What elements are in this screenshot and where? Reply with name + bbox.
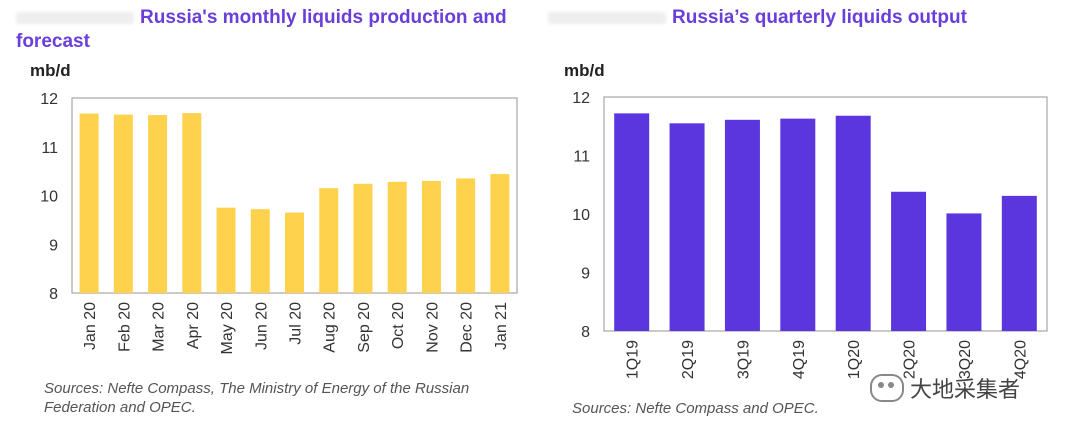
bar: [421, 180, 441, 293]
x-tick-label: 3Q20: [957, 340, 974, 379]
y-tick-label: 8: [581, 324, 590, 341]
chart-title-right: Russia’s quarterly liquids output: [548, 6, 1028, 30]
bar: [780, 118, 816, 332]
x-tick-label: Jul 20: [288, 302, 305, 345]
y-tick-label: 11: [573, 149, 590, 166]
x-tick-label: Mar 20: [151, 302, 168, 352]
x-tick-label: Dec 20: [459, 302, 476, 353]
y-tick-label: 10: [572, 207, 590, 224]
x-tick-label: Apr 20: [185, 302, 202, 349]
blurred-figure-label: [548, 11, 666, 24]
x-tick-label: Jan 21: [493, 302, 510, 350]
bar: [250, 209, 270, 293]
bar: [113, 114, 133, 293]
x-tick-label: 2Q20: [902, 340, 919, 379]
x-tick-label: Nov 20: [424, 302, 441, 353]
y-tick-label: 10: [40, 189, 58, 206]
y-tick-label: 12: [40, 91, 58, 108]
bar: [891, 191, 927, 331]
bar: [182, 113, 202, 293]
x-tick-label: 2Q19: [680, 340, 697, 379]
bar: [724, 119, 760, 331]
y-tick-label: 9: [49, 237, 58, 254]
x-tick-label: 1Q20: [846, 340, 863, 379]
source-note-right: Sources: Nefte Compass and OPEC.: [572, 400, 819, 417]
bar: [614, 113, 650, 331]
bar: [946, 213, 982, 331]
y-tick-label: 9: [581, 266, 590, 283]
bar: [456, 178, 476, 293]
chart-title-text: Russia’s quarterly liquids output: [672, 7, 967, 28]
y-tick-label: 11: [41, 140, 58, 157]
x-tick-label: 4Q19: [791, 340, 808, 379]
chart-monthly: 8 9 10 11 12 Jan 20 Feb 20 Mar 20 Apr 20 May 20 Ju…: [40, 91, 518, 355]
chart-quarterly: 8 9 10 11 12 1Q19 2Q19 3Q19 4Q19 1Q20 2Q20 3Q20 4Q20: [572, 90, 1048, 379]
bar: [1001, 195, 1037, 331]
bar: [490, 174, 510, 293]
x-tick-label: Oct 20: [390, 302, 407, 349]
plot-frame: [603, 96, 1048, 332]
y-axis-unit-right: mb/d: [564, 61, 605, 80]
y-tick-label: 12: [572, 90, 590, 107]
x-tick-label: Sep 20: [356, 302, 373, 353]
y-tick-label: 8: [49, 286, 58, 303]
wechat-icon: [870, 374, 904, 402]
x-tick-label: Feb 20: [116, 302, 133, 352]
x-tick-label: 3Q19: [735, 340, 752, 379]
chart-title-left: Russia's monthly liquids production and …: [16, 6, 516, 54]
bar: [835, 115, 871, 331]
x-tick-label: Jan 20: [82, 302, 99, 350]
bar: [319, 188, 339, 293]
bar: [216, 207, 236, 293]
bar: [353, 183, 373, 293]
bar: [148, 115, 168, 293]
bar: [285, 212, 304, 293]
y-axis-unit-left: mb/d: [30, 61, 71, 80]
x-tick-label: May 20: [219, 302, 236, 355]
x-tick-label: 4Q20: [1012, 340, 1029, 379]
x-tick-label: Aug 20: [322, 302, 339, 353]
x-tick-label: 1Q19: [625, 340, 642, 379]
chart-title-text: Russia's monthly liquids production and …: [16, 7, 507, 52]
bar: [79, 113, 99, 293]
bar: [669, 123, 705, 331]
x-tick-label: Jun 20: [253, 302, 270, 350]
blurred-figure-label: [16, 11, 134, 24]
source-note-left: Sources: Nefte Compass, The Ministry of …: [44, 380, 470, 416]
watermark: 大地采集者: [870, 372, 1020, 404]
watermark-text: 大地采集者: [910, 378, 1021, 403]
bar: [387, 181, 407, 293]
